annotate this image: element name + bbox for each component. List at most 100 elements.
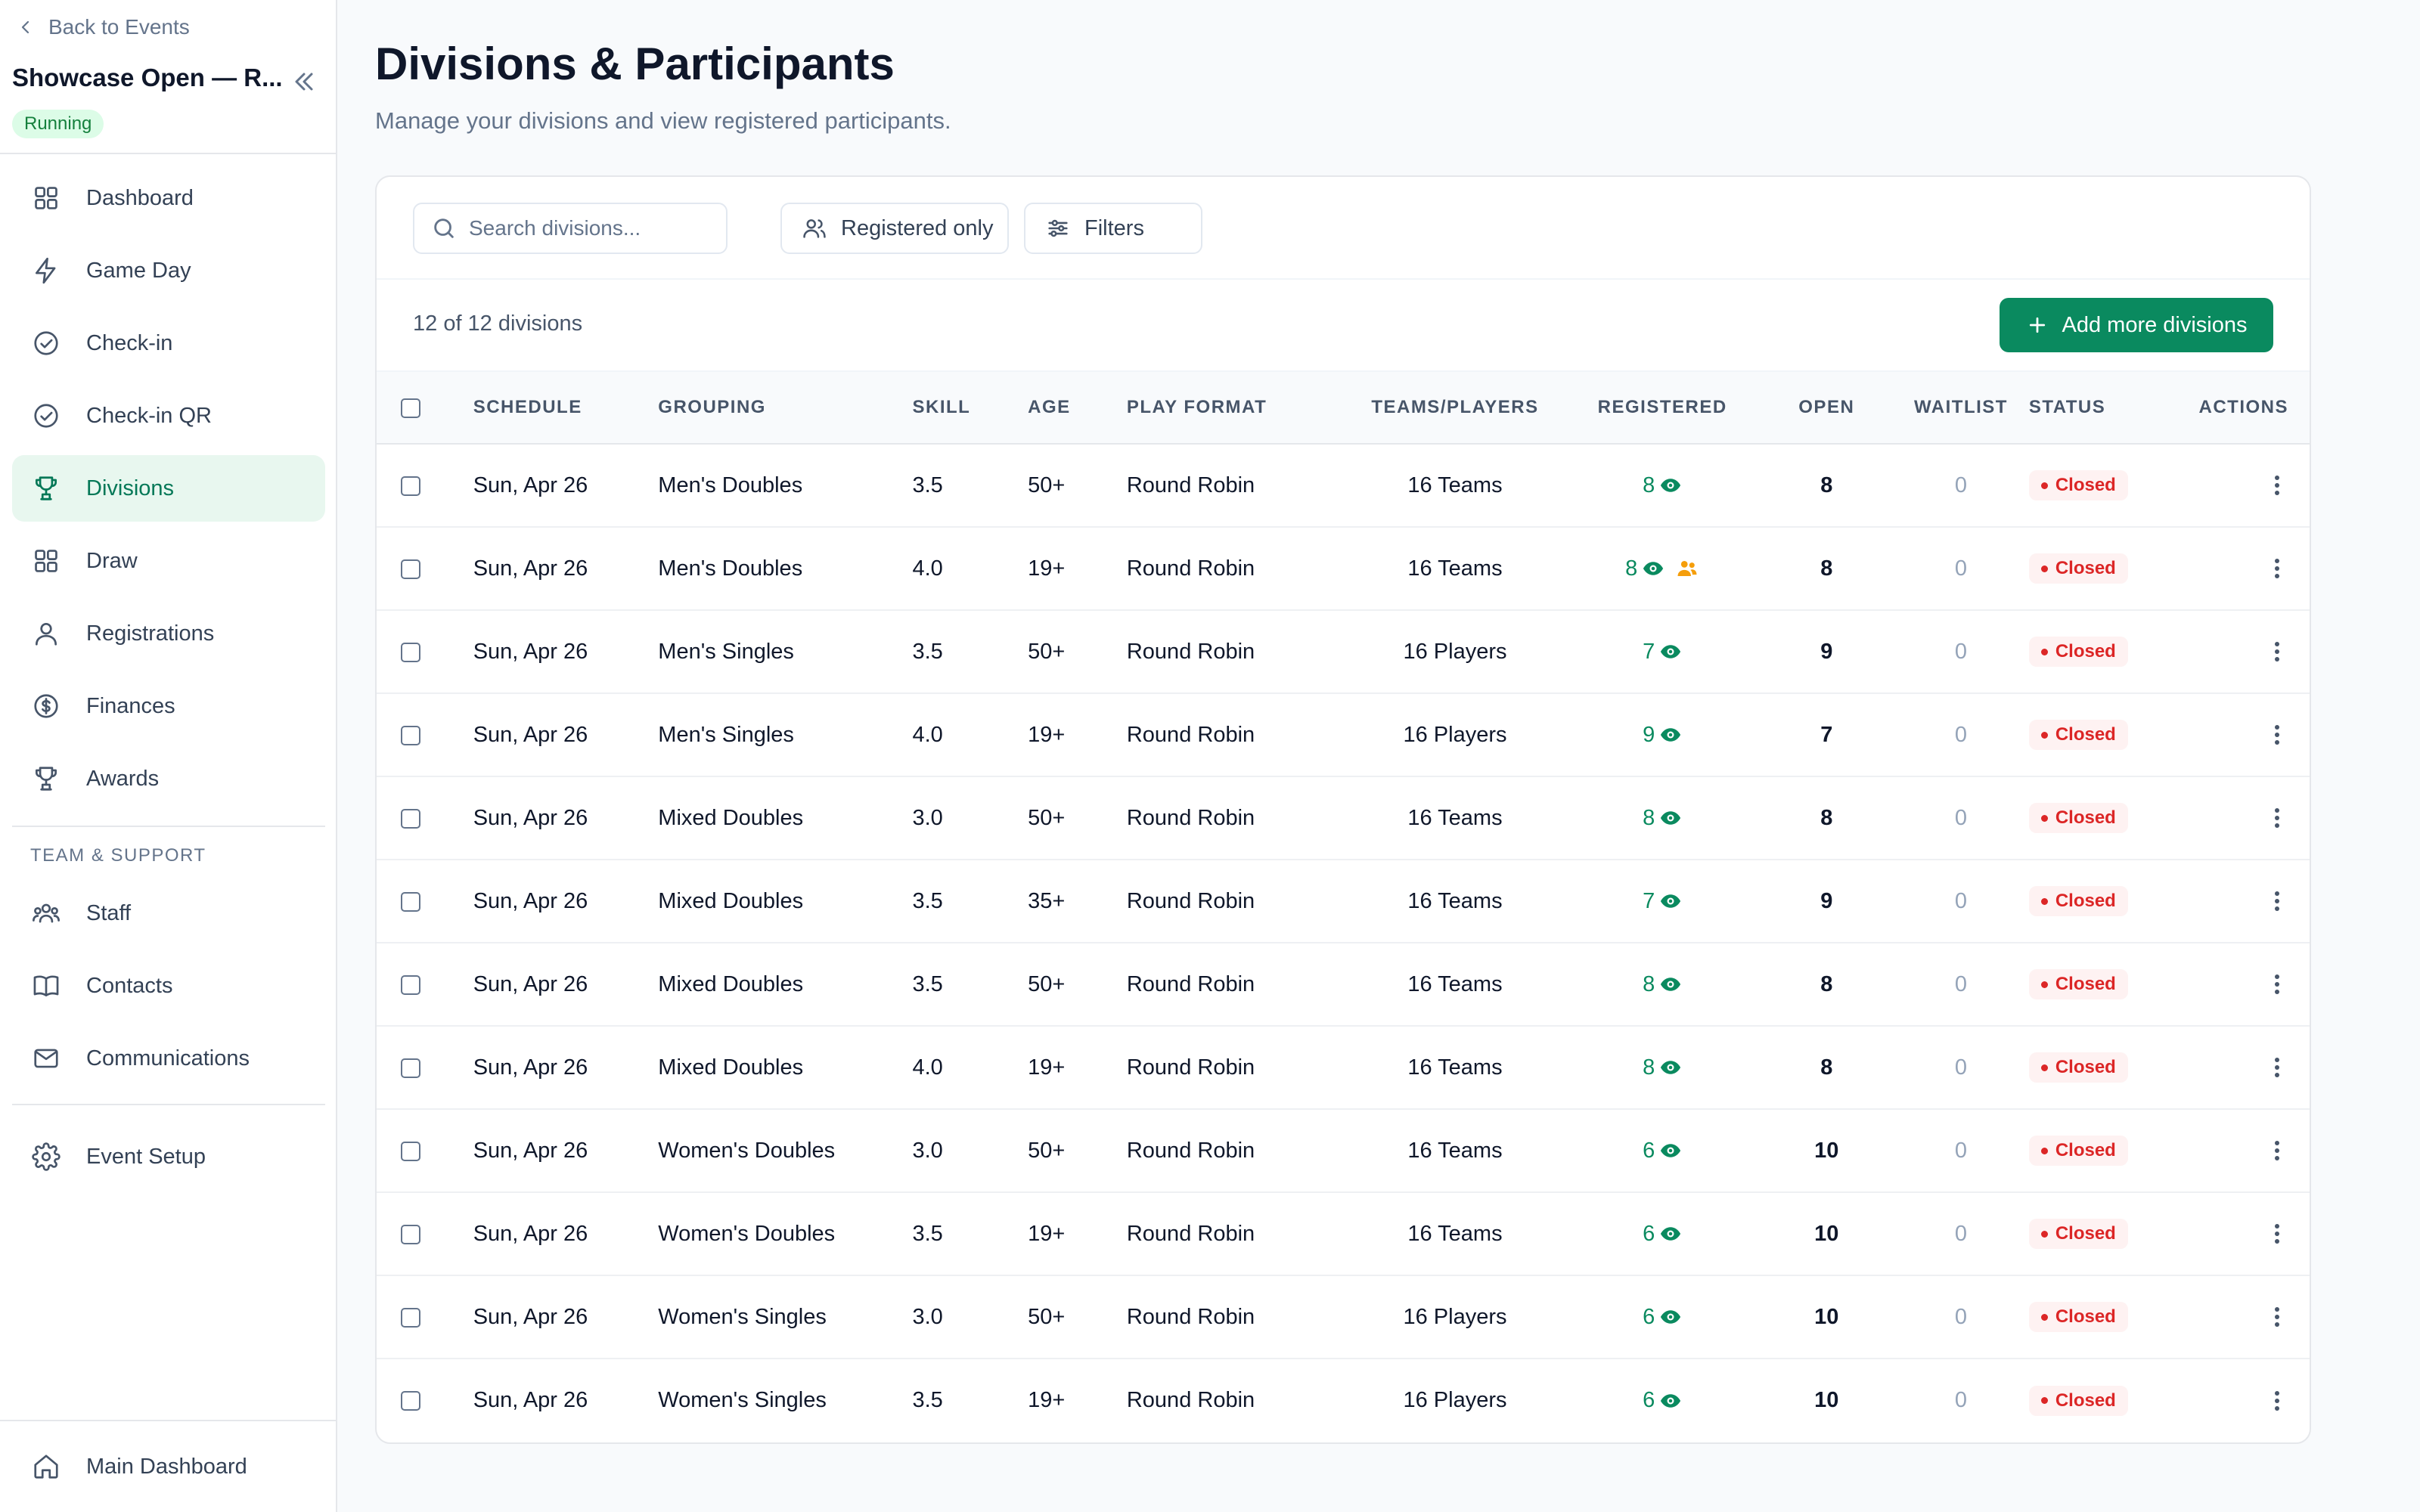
registered-count-link[interactable]: 6 [1643, 1388, 1682, 1413]
more-actions-icon[interactable] [2266, 470, 2288, 500]
registered-count-link[interactable]: 8 [1643, 972, 1682, 997]
eye-icon[interactable] [1642, 557, 1665, 580]
registered-count: 6 [1643, 1221, 1655, 1246]
table-row[interactable]: Sun, Apr 26 Women's Singles 3.5 19+ Round Ro… [377, 1359, 2310, 1442]
cell-age: 19+ [1028, 556, 1066, 581]
column-header-registered[interactable]: REGISTERED [1564, 370, 1761, 445]
sidebar-item-awards[interactable]: Awards [12, 745, 325, 812]
more-actions-icon[interactable] [2266, 803, 2288, 833]
eye-icon[interactable] [1659, 1056, 1682, 1079]
row-checkbox[interactable] [401, 1224, 420, 1244]
table-row[interactable]: Sun, Apr 26 Men's Singles 4.0 19+ Round Robi… [377, 693, 2310, 776]
more-actions-icon[interactable] [2266, 553, 2288, 584]
select-all-checkbox[interactable] [401, 398, 420, 418]
column-header-age[interactable]: AGE [1028, 370, 1127, 445]
table-row[interactable]: Sun, Apr 26 Mixed Doubles 3.0 50+ Round Robi… [377, 776, 2310, 860]
registered-count-link[interactable]: 6 [1643, 1222, 1682, 1247]
table-row[interactable]: Sun, Apr 26 Mixed Doubles 3.5 35+ Round Robi… [377, 860, 2310, 943]
search-input[interactable] [469, 216, 718, 240]
column-header-skill[interactable]: SKILL [912, 370, 1028, 445]
registered-count: 6 [1643, 1388, 1655, 1412]
registered-count-link[interactable]: 8 [1643, 473, 1682, 498]
table-row[interactable]: Sun, Apr 26 Mixed Doubles 4.0 19+ Round Robi… [377, 1026, 2310, 1109]
registered-count-link[interactable]: 7 [1643, 640, 1682, 665]
table-row[interactable]: Sun, Apr 26 Women's Doubles 3.5 19+ Round Ro… [377, 1192, 2310, 1275]
registered-only-button[interactable]: Registered only [780, 203, 1009, 254]
more-actions-icon[interactable] [2266, 886, 2288, 916]
row-checkbox[interactable] [401, 1141, 420, 1161]
eye-icon[interactable] [1659, 890, 1682, 912]
sidebar-item-contacts[interactable]: Contacts [12, 953, 325, 1019]
more-actions-icon[interactable] [2266, 969, 2288, 999]
eye-icon[interactable] [1659, 1306, 1682, 1328]
sidebar-item-check-in[interactable]: Check-in [12, 310, 325, 376]
row-checkbox[interactable] [401, 476, 420, 496]
more-actions-icon[interactable] [2266, 1136, 2288, 1166]
eye-icon[interactable] [1659, 973, 1682, 996]
sidebar-item-event-setup[interactable]: Event Setup [12, 1123, 325, 1190]
column-header-open[interactable]: OPEN [1760, 370, 1894, 445]
column-header-teams-players[interactable]: TEAMS/PLAYERS [1345, 370, 1565, 445]
registered-count-link[interactable]: 8 [1643, 1055, 1682, 1080]
sidebar-item-finances[interactable]: Finances [12, 673, 325, 739]
more-actions-icon[interactable] [2266, 1052, 2288, 1083]
more-actions-icon[interactable] [2266, 1386, 2288, 1416]
registered-count-link[interactable]: 6 [1643, 1139, 1682, 1163]
search-box[interactable] [413, 203, 728, 254]
row-checkbox[interactable] [401, 1058, 420, 1078]
sidebar-item-communications[interactable]: Communications [12, 1025, 325, 1092]
sidebar-item-draw[interactable]: Draw [12, 528, 325, 594]
registered-count-link[interactable]: 7 [1643, 889, 1682, 914]
sidebar-item-divisions[interactable]: Divisions [12, 455, 325, 522]
row-checkbox[interactable] [401, 642, 420, 662]
column-header-status[interactable]: STATUS [2028, 370, 2199, 445]
filters-button[interactable]: Filters [1024, 203, 1202, 254]
column-header-waitlist[interactable]: WAITLIST [1893, 370, 2029, 445]
team-members-icon[interactable] [1675, 557, 1699, 580]
more-actions-icon[interactable] [2266, 720, 2288, 750]
registered-count-link[interactable]: 8 [1643, 806, 1682, 831]
table-row[interactable]: Sun, Apr 26 Mixed Doubles 3.5 50+ Round Robi… [377, 943, 2310, 1026]
row-checkbox[interactable] [401, 891, 420, 912]
column-header-grouping[interactable]: GROUPING [658, 370, 913, 445]
row-checkbox[interactable] [401, 559, 420, 579]
row-checkbox[interactable] [401, 974, 420, 995]
row-checkbox[interactable] [401, 1391, 420, 1411]
more-actions-icon[interactable] [2266, 637, 2288, 667]
table-row[interactable]: Sun, Apr 26 Women's Doubles 3.0 50+ Round Ro… [377, 1109, 2310, 1192]
sidebar-item-check-in-qr[interactable]: Check-in QR [12, 383, 325, 449]
status-text: Closed [2055, 807, 2116, 829]
sidebar-item-dashboard[interactable]: Dashboard [12, 165, 325, 231]
table-row[interactable]: Sun, Apr 26 Women's Singles 3.0 50+ Round Ro… [377, 1275, 2310, 1359]
table-row[interactable]: Sun, Apr 26 Men's Doubles 4.0 19+ Round Robi… [377, 527, 2310, 610]
table-row[interactable]: Sun, Apr 26 Men's Singles 3.5 50+ Round Robi… [377, 610, 2310, 693]
eye-icon[interactable] [1659, 723, 1682, 746]
more-actions-icon[interactable] [2266, 1219, 2288, 1249]
row-checkbox[interactable] [401, 725, 420, 745]
sidebar-item-main-dashboard[interactable]: Main Dashboard [12, 1433, 325, 1500]
more-actions-icon[interactable] [2266, 1302, 2288, 1332]
table-row[interactable]: Sun, Apr 26 Men's Doubles 3.5 50+ Round Robi… [377, 444, 2310, 527]
registered-count-link[interactable]: 6 [1643, 1305, 1682, 1330]
row-checkbox[interactable] [401, 808, 420, 829]
cell-skill: 3.0 [912, 1138, 943, 1163]
column-header-play-format[interactable]: PLAY FORMAT [1126, 370, 1346, 445]
add-more-divisions-button[interactable]: Add more divisions [2000, 298, 2273, 352]
row-checkbox[interactable] [401, 1307, 420, 1328]
eye-icon[interactable] [1659, 640, 1682, 663]
eye-icon[interactable] [1659, 807, 1682, 829]
back-to-events-link[interactable]: Back to Events [17, 14, 190, 41]
column-header-schedule[interactable]: SCHEDULE [473, 370, 659, 445]
page-title: Divisions & Participants [375, 39, 895, 89]
users-icon [802, 215, 827, 241]
eye-icon[interactable] [1659, 1390, 1682, 1412]
sidebar-item-staff[interactable]: Staff [12, 880, 325, 947]
registered-count-link[interactable]: 8 [1625, 556, 1699, 581]
sidebar-item-registrations[interactable]: Registrations [12, 600, 325, 667]
eye-icon[interactable] [1659, 474, 1682, 497]
registered-count-link[interactable]: 9 [1643, 723, 1682, 748]
sidebar-item-game-day[interactable]: Game Day [12, 237, 325, 304]
collapse-sidebar-button[interactable] [289, 67, 319, 97]
eye-icon[interactable] [1659, 1222, 1682, 1245]
eye-icon[interactable] [1659, 1139, 1682, 1162]
